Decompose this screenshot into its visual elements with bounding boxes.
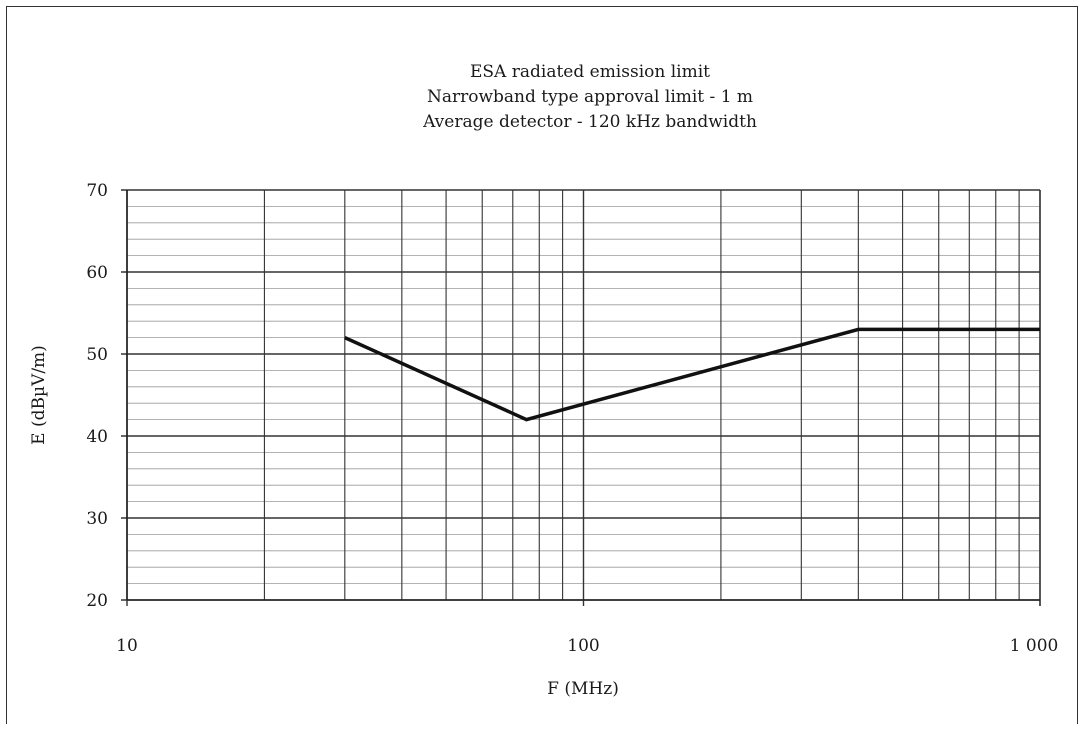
y-tick-label: 40 <box>86 427 108 447</box>
x-tick-label: 10 <box>116 636 138 656</box>
title-line-1: ESA radiated emission limit <box>470 62 710 82</box>
x-tick-labels: 10 100 1 000 <box>116 636 1058 656</box>
y-tick-label: 30 <box>86 509 108 529</box>
y-tick-label: 20 <box>86 591 108 611</box>
y-tick-label: 70 <box>86 181 108 201</box>
series <box>344 327 1040 422</box>
title-line-3: Average detector - 120 kHz bandwidth <box>422 112 757 132</box>
x-tick-label: 100 <box>567 636 599 656</box>
axes <box>126 190 1041 606</box>
title-line-2: Narrowband type approval limit - 1 m <box>427 87 753 107</box>
chart-title: ESA radiated emission limit Narrowband t… <box>422 62 757 132</box>
y-tick-label: 50 <box>86 345 108 365</box>
chart-frame <box>6 6 1078 724</box>
x-tick-label: 1 000 <box>1010 636 1059 656</box>
y-tick-labels: 20 30 40 50 60 70 <box>86 181 108 611</box>
y-tick-label: 60 <box>86 263 108 283</box>
major-grid <box>121 189 1041 606</box>
limit-line <box>344 327 1040 422</box>
x-axis-label: F (MHz) <box>547 679 619 699</box>
y-axis-label: E (dBµV/m) <box>29 345 49 445</box>
